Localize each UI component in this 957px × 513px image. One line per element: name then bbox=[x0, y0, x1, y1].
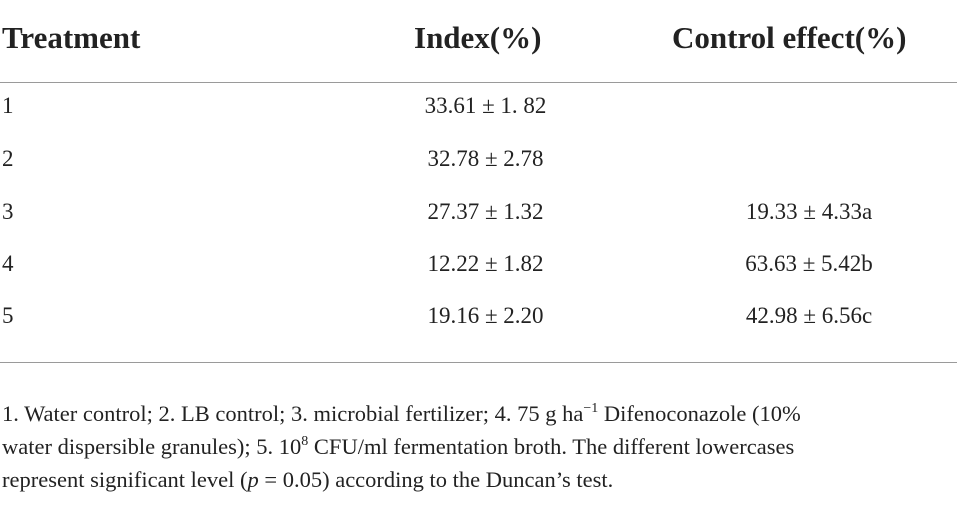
table-row: 1 33.61 ± 1. 82 bbox=[0, 93, 957, 145]
cell-treatment: 1 bbox=[2, 93, 14, 118]
footnote-line: 1. Water control; 2. LB control; 3. micr… bbox=[2, 397, 952, 430]
footnote-text: = 0.05) according to the Duncan’s test. bbox=[258, 467, 614, 492]
cell-control-effect: 19.33 ± 4.33a bbox=[745, 199, 873, 224]
cell-treatment: 2 bbox=[2, 146, 14, 171]
header-treatment: Treatment bbox=[2, 20, 141, 55]
cell-control-effect: 63.63 ± 5.42b bbox=[745, 251, 873, 276]
cell-treatment: 4 bbox=[2, 251, 14, 276]
footnote-text: 1. Water control; 2. LB control; 3. micr… bbox=[2, 401, 584, 426]
header-control-effect: Control effect(%) bbox=[672, 20, 907, 55]
footnote-text: CFU/ml fermentation broth. The different… bbox=[308, 434, 795, 459]
table-header-row: Treatment Index(%) Control effect(%) bbox=[0, 0, 957, 83]
footnote-italic-p: p bbox=[247, 467, 259, 492]
table-row: 4 12.22 ± 1.82 63.63 ± 5.42b bbox=[0, 251, 957, 303]
footnote-superscript: 8 bbox=[301, 434, 309, 449]
cell-index: 32.78 ± 2.78 bbox=[427, 146, 544, 171]
table-body: 1 33.61 ± 1. 82 2 32.78 ± 2.78 3 27.37 ±… bbox=[0, 83, 957, 363]
cell-treatment: 5 bbox=[2, 303, 14, 328]
cell-control-effect: 42.98 ± 6.56c bbox=[745, 303, 873, 328]
cell-treatment: 3 bbox=[2, 199, 14, 224]
table-row: 3 27.37 ± 1.32 19.33 ± 4.33a bbox=[0, 199, 957, 251]
footnote-text: represent significant level ( bbox=[2, 467, 248, 492]
table-row: 2 32.78 ± 2.78 bbox=[0, 146, 957, 198]
footnote-line: water dispersible granules); 5. 108 CFU/… bbox=[2, 430, 952, 463]
header-index: Index(%) bbox=[414, 20, 542, 55]
table-row: 5 19.16 ± 2.20 42.98 ± 6.56c bbox=[0, 303, 957, 355]
footnote-text: water dispersible granules); 5. 10 bbox=[2, 434, 302, 459]
table-footnote: 1. Water control; 2. LB control; 3. micr… bbox=[2, 397, 952, 496]
cell-index: 19.16 ± 2.20 bbox=[427, 303, 544, 328]
cell-index: 27.37 ± 1.32 bbox=[427, 199, 544, 224]
results-table: Treatment Index(%) Control effect(%) 1 3… bbox=[0, 0, 957, 363]
cell-index: 33.61 ± 1. 82 bbox=[424, 93, 547, 118]
footnote-superscript: −1 bbox=[583, 401, 599, 416]
footnote-text: Difenoconazole (10% bbox=[598, 401, 801, 426]
cell-index: 12.22 ± 1.82 bbox=[427, 251, 544, 276]
footnote-line: represent significant level (p = 0.05) a… bbox=[2, 463, 952, 496]
